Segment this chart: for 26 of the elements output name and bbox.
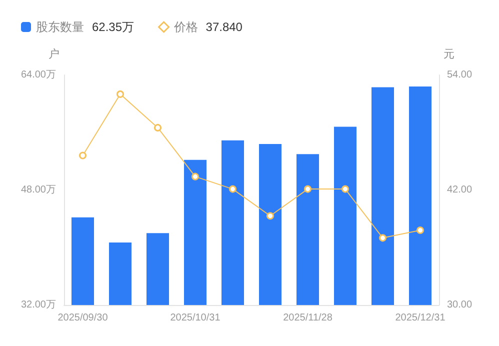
point	[79, 152, 86, 160]
point	[342, 185, 349, 193]
point	[229, 185, 236, 193]
y2-tick-label: 42.00	[447, 184, 472, 196]
x-tick-label: 2025/12/31	[395, 312, 446, 324]
point	[192, 172, 199, 180]
x-tick-label: 2025/09/30	[58, 312, 108, 324]
y-tick-label: 32.00万	[20, 300, 56, 310]
y2-axis-title: 元	[444, 48, 454, 60]
x-tick-label: 2025/11/28	[283, 312, 333, 324]
y2-tick-label: 54.00	[447, 70, 472, 80]
point	[154, 124, 162, 132]
y-tick-label: 64.00万	[20, 70, 56, 80]
point	[116, 90, 124, 98]
text: 37.840	[206, 20, 243, 34]
y2-tick-label: 30.00	[447, 300, 472, 310]
y-axis-title: 户	[48, 48, 60, 60]
text: 62.35万	[92, 20, 134, 34]
legend-label: 价格	[172, 20, 198, 34]
y-tick-label: 48.00万	[20, 184, 56, 196]
point	[379, 234, 386, 242]
point	[266, 212, 274, 220]
legend-label: 股东数量	[36, 20, 84, 34]
point	[304, 185, 312, 193]
point	[416, 226, 424, 234]
x-tick-label: 2025/10/31	[170, 312, 221, 324]
